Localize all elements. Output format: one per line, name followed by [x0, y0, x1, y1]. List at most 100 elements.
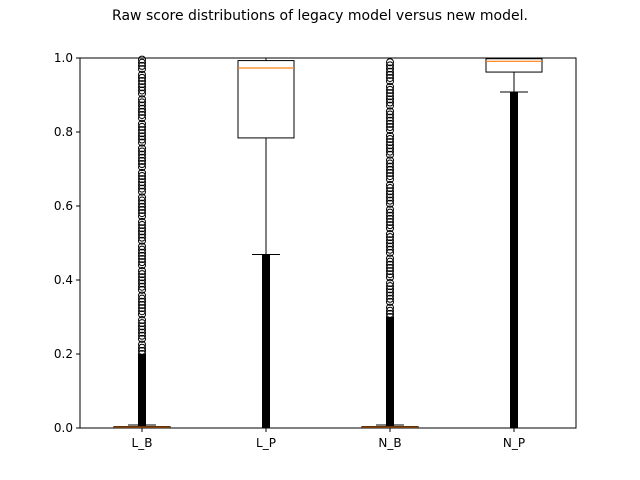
outlier-marker: [138, 163, 146, 172]
outlier-marker: [138, 248, 146, 257]
x-tick-label: L_P: [256, 436, 276, 450]
outlier-marker: [386, 147, 394, 156]
outlier-marker: [138, 153, 146, 162]
outlier-marker: [386, 221, 394, 230]
outlier-marker: [386, 113, 394, 122]
outlier-marker: [386, 248, 394, 257]
outlier-marker: [386, 294, 394, 303]
outlier-marker: [138, 58, 146, 67]
chart-title: Raw score distributions of legacy model …: [112, 8, 528, 24]
outlier-marker: [138, 181, 146, 190]
outlier-marker: [386, 199, 394, 208]
outlier-marker: [386, 61, 394, 70]
y-tick-label: 0.8: [54, 125, 73, 139]
outlier-marker: [386, 224, 394, 233]
outlier-marker: [386, 89, 394, 98]
outlier-marker: [138, 224, 146, 233]
outlier-marker: [138, 285, 146, 294]
outlier-marker: [386, 77, 394, 86]
outlier-marker: [386, 138, 394, 147]
outlier-marker: [138, 217, 146, 226]
outlier-marker: [138, 175, 146, 184]
outlier-column: [138, 354, 146, 428]
outlier-marker: [138, 196, 146, 205]
outlier-marker: [138, 135, 146, 144]
box-iqr: [485, 58, 543, 73]
outlier-marker: [386, 165, 394, 174]
outlier-marker: [138, 114, 146, 123]
x-tick-label: N_P: [503, 436, 525, 450]
outlier-marker: [138, 126, 146, 135]
y-tick-label: 1.0: [54, 51, 73, 65]
outlier-marker: [138, 316, 146, 325]
outlier-marker: [386, 260, 394, 269]
outlier-marker: [138, 209, 146, 218]
outlier-marker: [386, 245, 394, 254]
outlier-marker: [138, 178, 146, 187]
outlier-marker: [138, 70, 146, 79]
outlier-marker: [138, 187, 146, 196]
outlier-marker: [138, 279, 146, 288]
outlier-marker: [386, 184, 394, 193]
outlier-marker: [138, 86, 146, 95]
outlier-column: [262, 254, 270, 428]
outlier-marker: [138, 202, 146, 211]
outlier-marker: [138, 73, 146, 82]
outlier-marker: [138, 104, 146, 113]
outlier-marker: [138, 242, 146, 251]
outlier-marker: [138, 245, 146, 254]
outlier-marker: [138, 266, 146, 275]
outlier-marker: [386, 123, 394, 132]
y-tick-label: 0.0: [54, 421, 73, 435]
outlier-marker: [138, 276, 146, 285]
outlier-marker: [138, 304, 146, 313]
outlier-marker: [386, 187, 394, 196]
outlier-marker: [138, 110, 146, 119]
outlier-marker: [138, 343, 146, 352]
outlier-column: [510, 92, 518, 428]
y-tick-label: 0.6: [54, 199, 73, 213]
outlier-marker: [138, 89, 146, 98]
outlier-marker: [386, 270, 394, 279]
outlier-marker: [386, 150, 394, 159]
outlier-marker: [386, 282, 394, 291]
outlier-marker: [138, 80, 146, 89]
outlier-marker: [386, 288, 394, 297]
outlier-marker: [138, 95, 146, 104]
outlier-marker: [138, 138, 146, 147]
outlier-marker: [386, 229, 394, 238]
outlier-marker: [138, 98, 146, 107]
outlier-marker: [138, 122, 146, 131]
outlier-marker: [138, 160, 146, 169]
box-group-l-b: [113, 55, 171, 429]
outlier-marker: [138, 199, 146, 208]
outlier-marker: [386, 180, 394, 189]
box-iqr: [237, 60, 295, 139]
outlier-marker: [386, 110, 394, 119]
outlier-marker: [138, 156, 146, 165]
outlier-marker: [138, 168, 146, 177]
x-tick-label: N_B: [378, 436, 401, 450]
outlier-marker: [138, 171, 146, 180]
outlier-marker: [386, 131, 394, 140]
y-axis: 0.0 0.2 0.4 0.6 0.8 1.0: [54, 51, 80, 435]
outlier-marker: [386, 85, 394, 94]
outlier-marker: [386, 291, 394, 300]
outlier-marker: [138, 101, 146, 110]
outlier-marker: [386, 134, 394, 143]
outlier-marker: [138, 65, 146, 74]
outlier-marker: [386, 242, 394, 251]
outlier-marker: [386, 233, 394, 242]
outlier-marker: [386, 101, 394, 110]
outlier-marker: [386, 297, 394, 306]
outlier-marker: [138, 334, 146, 343]
outlier-marker: [386, 73, 394, 82]
outlier-marker: [386, 119, 394, 128]
outlier-marker: [138, 319, 146, 328]
outlier-column: [386, 317, 394, 428]
outlier-marker: [138, 144, 146, 153]
outlier-marker: [138, 328, 146, 337]
axes-frame: [79, 57, 577, 429]
outlier-marker: [386, 141, 394, 150]
outlier-marker: [386, 196, 394, 205]
